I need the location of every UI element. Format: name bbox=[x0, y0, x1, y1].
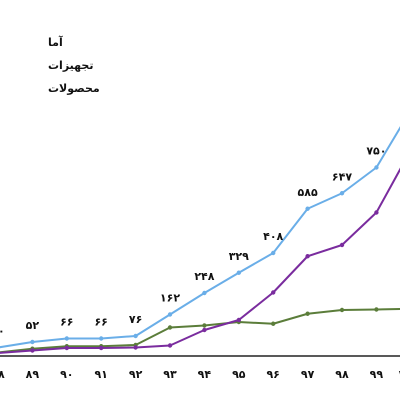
data-label: ۶۴۷ bbox=[332, 170, 352, 183]
data-point bbox=[133, 345, 138, 350]
data-label: ۳۲۹ bbox=[229, 250, 249, 263]
legend-item-3: محصولات bbox=[48, 82, 100, 95]
data-label: ۶۶ bbox=[60, 316, 73, 329]
series-3 bbox=[0, 167, 400, 354]
data-label: ۷۵۰ bbox=[366, 145, 386, 158]
legend-label: تجهیزات bbox=[48, 59, 93, 72]
x-tick-label: ۹۵ bbox=[232, 368, 246, 381]
series-2 bbox=[0, 307, 400, 354]
x-tick-label: ۹۲ bbox=[129, 368, 143, 381]
legend-label: محصولات bbox=[48, 82, 100, 95]
data-point bbox=[202, 290, 207, 296]
data-point bbox=[167, 312, 173, 317]
series-line bbox=[0, 126, 400, 349]
x-tick-label: ۹۹ bbox=[370, 368, 384, 381]
data-point bbox=[339, 242, 345, 248]
data-point bbox=[64, 336, 70, 341]
data-point bbox=[99, 345, 104, 351]
x-tick-label: ۹۳ bbox=[163, 368, 177, 381]
x-tick-label: ۱۴۰۰ bbox=[397, 368, 400, 381]
data-point bbox=[167, 325, 173, 330]
data-point bbox=[236, 317, 241, 323]
data-point bbox=[271, 321, 276, 326]
data-point bbox=[236, 270, 241, 275]
series-layer bbox=[0, 126, 400, 354]
x-tick-label: ۹۸ bbox=[335, 368, 349, 381]
data-label-layer: ۳۰ ۵۲ ۶۶ ۶۶ ۷۶ ۱۶۲ ۲۴۸ ۳۲۹ ۴۰۸ ۵۸۵ ۶۴۷ ۷۵۰ bbox=[0, 145, 386, 338]
x-tick-label: ۹۰ bbox=[60, 368, 73, 381]
data-point bbox=[339, 191, 345, 196]
x-tick-label: ۹۱ bbox=[94, 368, 107, 381]
x-tick-label: ۹۴ bbox=[198, 368, 212, 381]
data-label: ۳۰ bbox=[0, 325, 5, 338]
data-label: ۵۸۵ bbox=[298, 186, 318, 199]
data-label: ۲۴۸ bbox=[194, 270, 214, 283]
x-tick-label: ۸۸ bbox=[0, 368, 5, 381]
legend-label: آما bbox=[48, 35, 63, 49]
legend-item-1: آما bbox=[48, 35, 63, 49]
data-point bbox=[202, 327, 207, 333]
data-label: ۶۶ bbox=[94, 316, 107, 329]
data-point bbox=[339, 307, 345, 313]
data-point bbox=[202, 323, 207, 328]
data-point bbox=[374, 165, 379, 170]
data-label: ۱۶۲ bbox=[160, 292, 180, 305]
data-point bbox=[64, 345, 70, 351]
data-label: ۷۶ bbox=[129, 313, 142, 326]
series-1 bbox=[0, 126, 400, 349]
data-point bbox=[133, 333, 138, 339]
data-point bbox=[99, 336, 104, 341]
data-point bbox=[305, 206, 310, 211]
data-label: ۵۲ bbox=[26, 319, 40, 332]
data-point bbox=[374, 307, 379, 312]
data-point bbox=[30, 339, 35, 345]
data-point bbox=[305, 311, 310, 316]
data-label: ۴۰۸ bbox=[263, 230, 283, 243]
data-point bbox=[374, 210, 379, 215]
data-point bbox=[271, 250, 276, 256]
x-tick-layer: ۸۸ ۸۹ ۹۰ ۹۱ ۹۲ ۹۳ ۹۴ ۹۵ ۹۶ ۹۷ ۹۸ ۹۹ ۱۴۰۰ bbox=[0, 368, 400, 381]
data-point bbox=[30, 348, 35, 353]
x-tick-label: ۹۷ bbox=[301, 368, 315, 381]
data-point bbox=[167, 343, 173, 348]
data-point bbox=[305, 254, 310, 259]
x-tick-label: ۸۹ bbox=[26, 368, 40, 381]
x-tick-label: ۹۶ bbox=[266, 368, 279, 381]
legend: آما تجهیزات محصولات bbox=[48, 35, 100, 95]
data-point bbox=[271, 290, 276, 295]
legend-item-2: تجهیزات bbox=[48, 59, 93, 72]
